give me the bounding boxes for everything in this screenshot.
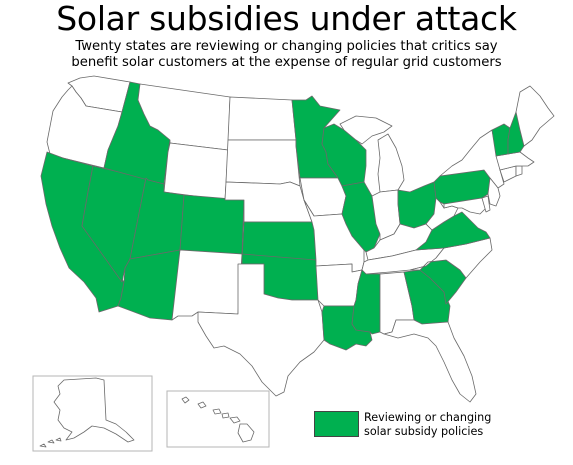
legend-label-line-1: Reviewing or changing [364, 411, 492, 424]
state-wyoming [163, 142, 229, 201]
legend-swatch [314, 411, 359, 437]
state-colorado [179, 194, 245, 255]
state-new-jersey [487, 177, 501, 207]
state-north-carolina [409, 237, 493, 279]
state-hawaii [181, 396, 255, 443]
legend-label-line-2: solar subsidy policies [364, 425, 484, 438]
state-new-mexico [171, 249, 243, 321]
alaska-aleutian-islands [39, 437, 62, 448]
state-texas [197, 263, 325, 397]
state-north-dakota [227, 96, 297, 141]
state-mississippi [351, 269, 381, 335]
state-florida [383, 319, 477, 403]
state-massachusetts [495, 151, 535, 171]
map-subtitle-line-2: benefit solar customers at the expense o… [71, 55, 502, 70]
state-maine [515, 85, 555, 147]
state-delaware [481, 195, 491, 213]
state-rhode-island [515, 165, 523, 177]
state-kansas [241, 221, 317, 261]
state-alaska [53, 377, 135, 443]
state-south-dakota [225, 139, 301, 187]
map-title: Solar subsidies under attack [56, 0, 517, 38]
state-michigan [339, 115, 405, 193]
map-subtitle-line-1: Twenty states are reviewing or changing … [75, 39, 498, 54]
